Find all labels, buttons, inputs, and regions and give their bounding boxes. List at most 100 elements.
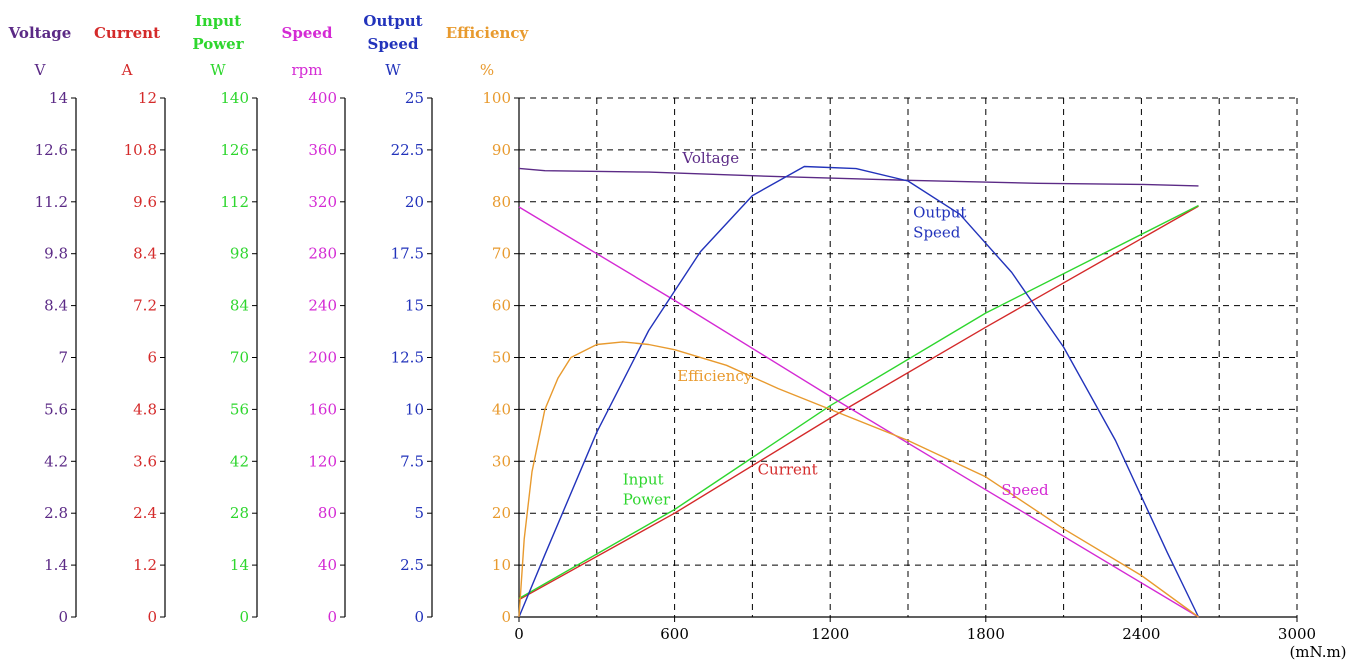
speed-tick-label: 280 (308, 245, 337, 263)
voltage-tick-label: 14 (49, 89, 68, 107)
x-axis-unit: (mN.m) (1289, 643, 1346, 661)
efficiency-tick-label: 60 (492, 297, 511, 315)
series-label: Output (913, 203, 966, 221)
x-tick-label: 1200 (811, 625, 849, 643)
speed-tick-label: 80 (318, 504, 337, 522)
current-tick-label: 12 (138, 89, 157, 107)
series-label: Current (758, 460, 818, 478)
current-axis-unit: A (121, 61, 133, 79)
current-tick-label: 1.2 (133, 556, 157, 574)
series-label: Voltage (681, 149, 739, 167)
x-tick-label: 600 (660, 625, 689, 643)
current-tick-label: 3.6 (133, 452, 157, 470)
input_power-axis-unit: W (210, 61, 226, 79)
speed-tick-label: 200 (308, 349, 337, 367)
voltage-tick-label: 0 (58, 608, 68, 626)
speed-axis-title: Speed (282, 24, 333, 42)
series-input_power-line (518, 204, 1199, 600)
input_power-tick-label: 112 (220, 193, 249, 211)
labels-layer: Voltage Output Speed Efficiency Current Input… (623, 149, 1049, 509)
input_power-tick-label: 70 (230, 349, 249, 367)
x-tick-label: 1800 (967, 625, 1005, 643)
efficiency-tick-label: 40 (492, 400, 511, 418)
input_power-tick-label: 98 (230, 245, 249, 263)
efficiency-axis-unit: % (480, 61, 494, 79)
series-label: Efficiency (677, 367, 753, 385)
speed-tick-label: 0 (327, 608, 337, 626)
series-label: Speed (1001, 481, 1049, 499)
voltage-tick-label: 8.4 (44, 297, 68, 315)
speed-axis-unit: rpm (292, 61, 323, 79)
series-label: Speed (913, 223, 961, 241)
efficiency-tick-label: 90 (492, 141, 511, 159)
series-output_speed-line (518, 165, 1200, 618)
efficiency-axis-title: Efficiency (446, 24, 530, 42)
output_speed-axis-title: Speed (368, 35, 419, 53)
voltage-tick-label: 4.2 (44, 452, 68, 470)
input_power-tick-label: 56 (230, 400, 249, 418)
speed-tick-label: 240 (308, 297, 337, 315)
output_speed-tick-label: 25 (405, 89, 424, 107)
speed-tick-label: 320 (308, 193, 337, 211)
input_power-tick-label: 140 (220, 89, 249, 107)
voltage-tick-label: 12.6 (35, 141, 68, 159)
output_speed-tick-label: 17.5 (391, 245, 424, 263)
input_power-axis-title: Input (195, 12, 241, 30)
input_power-tick-label: 0 (239, 608, 249, 626)
series-label: Power (623, 491, 671, 509)
grid-layer (519, 97, 1298, 617)
current-tick-label: 0 (147, 608, 157, 626)
output_speed-tick-label: 10 (405, 400, 424, 418)
efficiency-tick-label: 70 (492, 245, 511, 263)
input_power-tick-label: 84 (230, 297, 249, 315)
current-tick-label: 4.8 (133, 400, 157, 418)
output_speed-axis-unit: W (385, 61, 401, 79)
efficiency-tick-label: 100 (482, 89, 511, 107)
speed-tick-label: 160 (308, 400, 337, 418)
efficiency-tick-label: 80 (492, 193, 511, 211)
output_speed-tick-label: 2.5 (400, 556, 424, 574)
voltage-axis-unit: V (34, 61, 47, 79)
efficiency-tick-label: 50 (492, 349, 511, 367)
voltage-tick-label: 2.8 (44, 504, 68, 522)
voltage-tick-label: 9.8 (44, 245, 68, 263)
voltage-tick-label: 1.4 (44, 556, 68, 574)
input_power-tick-label: 28 (230, 504, 249, 522)
speed-tick-label: 120 (308, 452, 337, 470)
output_speed-tick-label: 0 (414, 608, 424, 626)
output_speed-axis-title: Output (363, 12, 422, 30)
series-speed-line (518, 206, 1199, 618)
voltage-tick-label: 7 (58, 349, 68, 367)
series-label: Input (623, 471, 664, 489)
current-tick-label: 10.8 (124, 141, 157, 159)
voltage-tick-label: 11.2 (35, 193, 68, 211)
series-layer (518, 165, 1200, 618)
current-tick-label: 6 (147, 349, 157, 367)
current-tick-label: 2.4 (133, 504, 157, 522)
output_speed-tick-label: 20 (405, 193, 424, 211)
speed-tick-label: 400 (308, 89, 337, 107)
output_speed-tick-label: 5 (414, 504, 424, 522)
x-tick-label: 3000 (1278, 625, 1316, 643)
input_power-tick-label: 14 (230, 556, 249, 574)
current-axis-title: Current (94, 24, 160, 42)
voltage-axis-title: Voltage (8, 24, 72, 42)
voltage-tick-label: 5.6 (44, 400, 68, 418)
series-voltage-line (518, 167, 1199, 187)
speed-tick-label: 40 (318, 556, 337, 574)
speed-tick-label: 360 (308, 141, 337, 159)
input_power-axis-title: Power (192, 35, 244, 53)
series-efficiency-line (518, 341, 1199, 618)
current-tick-label: 8.4 (133, 245, 157, 263)
current-tick-label: 9.6 (133, 193, 157, 211)
input_power-tick-label: 126 (220, 141, 249, 159)
efficiency-tick-label: 20 (492, 504, 511, 522)
output_speed-tick-label: 15 (405, 297, 424, 315)
current-tick-label: 7.2 (133, 297, 157, 315)
series-current-line (518, 205, 1199, 601)
x-tick-label: 0 (514, 625, 524, 643)
axes-layer: 0 1.4 2.8 4.2 5.6 7 8.4 9.8 11.2 12.6 14 Voltage V 0 1… (8, 12, 1347, 661)
efficiency-tick-label: 30 (492, 452, 511, 470)
output_speed-tick-label: 22.5 (391, 141, 424, 159)
